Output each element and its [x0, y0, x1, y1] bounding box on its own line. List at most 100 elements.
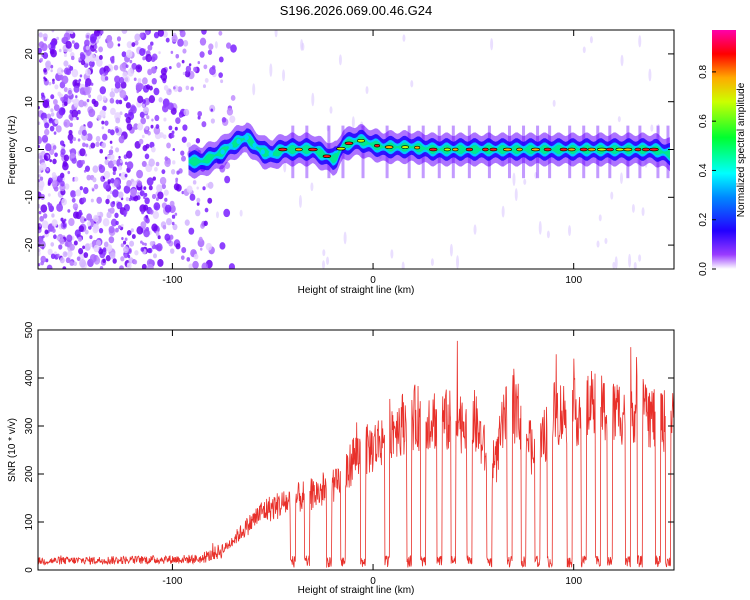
- noise-speckle: [80, 59, 86, 66]
- noise-speckle: [181, 155, 186, 162]
- noise-speckle: [126, 180, 132, 187]
- noise-speckle: [164, 204, 172, 213]
- snr-x-tick-label: 100: [565, 576, 582, 587]
- noise-speckle: [115, 128, 120, 133]
- noise-speckle: [195, 137, 201, 144]
- noise-speckle: [87, 121, 93, 129]
- noise-speckle: [139, 204, 147, 213]
- noise-speckle: [85, 49, 92, 57]
- snr-y-tick-label: 0: [24, 567, 35, 573]
- noise-speckle: [109, 153, 115, 161]
- noise-speckle: [157, 235, 161, 240]
- noise-speckle: [181, 247, 187, 254]
- noise-speckle: [199, 51, 205, 58]
- noise-speckle: [126, 262, 132, 269]
- noise-speckle: [77, 138, 81, 142]
- noise-speckle: [115, 220, 119, 226]
- noise-speckle: [123, 253, 128, 259]
- noise-speckle: [218, 72, 223, 78]
- noise-speckle: [109, 252, 116, 260]
- noise-speckle: [42, 99, 50, 109]
- noise-speckle: [105, 255, 111, 262]
- noise-speckle: [69, 139, 73, 144]
- noise-speckle: [150, 124, 154, 129]
- noise-speckle: [223, 208, 231, 218]
- noise-speckle: [51, 172, 57, 178]
- noise-speckle: [113, 179, 121, 188]
- noise-speckle: [106, 154, 111, 160]
- noise-speckle: [164, 197, 168, 202]
- noise-speckle: [102, 105, 107, 112]
- noise-speckle: [44, 229, 49, 235]
- noise-speckle: [67, 133, 74, 141]
- noise-speckle: [44, 128, 50, 136]
- noise-speckle: [146, 115, 150, 120]
- faint-patch: [514, 188, 518, 202]
- noise-speckle: [99, 109, 106, 118]
- ridge-hotspot: [649, 147, 659, 152]
- noise-speckle: [196, 186, 199, 190]
- noise-speckle: [150, 41, 154, 46]
- noise-speckle: [63, 87, 68, 93]
- noise-speckle: [84, 56, 90, 64]
- faint-patch: [298, 194, 302, 208]
- noise-speckle: [140, 117, 147, 125]
- noise-speckle: [96, 94, 103, 102]
- noise-speckle: [133, 259, 138, 265]
- noise-speckle: [115, 147, 120, 153]
- faint-patch: [401, 261, 405, 269]
- faint-patch: [638, 254, 642, 262]
- noise-speckle: [78, 209, 82, 214]
- faint-patch: [430, 258, 434, 266]
- ridge-hotspot: [465, 147, 473, 152]
- noise-speckle: [98, 165, 106, 173]
- noise-speckle: [71, 68, 79, 78]
- noise-speckle: [167, 102, 174, 111]
- noise-speckle: [207, 49, 213, 55]
- noise-speckle: [210, 118, 215, 124]
- noise-speckle: [136, 180, 143, 188]
- noise-speckle: [82, 245, 86, 250]
- noise-speckle: [146, 263, 154, 269]
- colorbar-tick-label: 0.6: [698, 114, 709, 128]
- noise-speckle: [149, 209, 154, 215]
- noise-speckle: [110, 146, 113, 150]
- noise-speckle: [172, 160, 176, 165]
- noise-speckle: [159, 176, 167, 185]
- noise-speckle: [185, 65, 192, 73]
- noise-speckle: [164, 233, 171, 242]
- faint-patch: [598, 214, 602, 222]
- noise-speckle: [175, 177, 179, 182]
- noise-speckle: [179, 30, 183, 33]
- noise-speckle: [102, 247, 107, 253]
- snr-x-tick-label: 0: [370, 576, 376, 587]
- noise-speckle: [50, 112, 55, 117]
- noise-speckle: [154, 114, 160, 122]
- noise-speckle: [110, 218, 118, 227]
- noise-speckle: [141, 210, 145, 215]
- noise-speckle: [40, 260, 44, 266]
- noise-speckle: [93, 183, 99, 190]
- spectrogram-x-label: Height of straight line (km): [298, 285, 415, 296]
- noise-speckle: [78, 225, 85, 233]
- noise-speckle: [125, 150, 133, 159]
- noise-speckle: [145, 53, 152, 63]
- faint-patch: [310, 182, 314, 192]
- noise-speckle: [181, 59, 185, 64]
- noise-speckle: [62, 160, 68, 167]
- noise-speckle: [126, 161, 134, 170]
- noise-speckle: [131, 42, 136, 47]
- noise-speckle: [69, 261, 74, 266]
- noise-speckle: [114, 212, 119, 219]
- noise-speckle: [188, 63, 192, 67]
- noise-speckle: [150, 56, 156, 63]
- noise-speckle: [68, 129, 73, 136]
- noise-speckle: [138, 138, 144, 145]
- noise-speckle: [38, 47, 43, 54]
- noise-speckle: [226, 42, 232, 49]
- noise-speckle: [152, 253, 158, 259]
- faint-patch: [311, 92, 315, 107]
- noise-speckle: [38, 41, 45, 49]
- noise-speckle: [51, 30, 55, 33]
- ridge-hotspot: [308, 147, 318, 152]
